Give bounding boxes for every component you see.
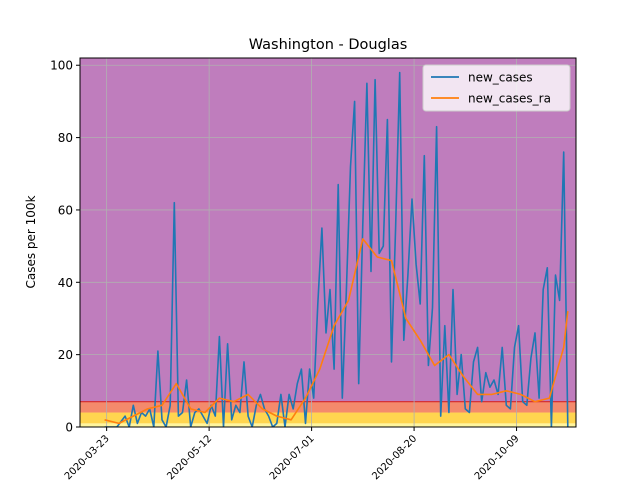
band-0	[80, 423, 576, 427]
chart-title: Washington - Douglas	[249, 37, 408, 53]
y-tick-label: 60	[58, 203, 73, 217]
x-tick-label: 2020-03-23	[63, 433, 112, 480]
legend-label: new_cases	[468, 71, 533, 85]
y-axis-label: Cases per 100k	[24, 195, 38, 288]
y-tick-label: 0	[65, 421, 73, 435]
legend-label: new_cases_ra	[468, 92, 551, 106]
y-tick-label: 100	[50, 59, 73, 73]
plot-frame	[79, 57, 577, 428]
y-axis: 0 20 40 60 80 100	[50, 59, 80, 435]
series-line-new-cases-ra	[104, 238, 569, 425]
band-2	[80, 401, 576, 413]
x-axis: 2020-03-23 2020-05-12 2020-07-01 2020-08-20…	[63, 427, 522, 482]
x-tick-label: 2020-10-09	[473, 433, 522, 480]
series-line-new-cases	[104, 71, 569, 427]
legend: new_cases new_cases_ra	[422, 64, 571, 112]
x-tick-label: 2020-07-01	[268, 433, 317, 480]
band-1	[80, 412, 576, 424]
x-tick-label: 2020-08-20	[370, 433, 419, 480]
legend-box	[422, 64, 571, 112]
data-series	[104, 71, 569, 427]
y-tick-label: 40	[58, 276, 73, 290]
y-tick-label: 20	[58, 348, 73, 362]
threshold-bands	[80, 58, 576, 427]
x-tick-label: 2020-05-12	[165, 433, 214, 480]
y-tick-label: 80	[58, 131, 73, 145]
